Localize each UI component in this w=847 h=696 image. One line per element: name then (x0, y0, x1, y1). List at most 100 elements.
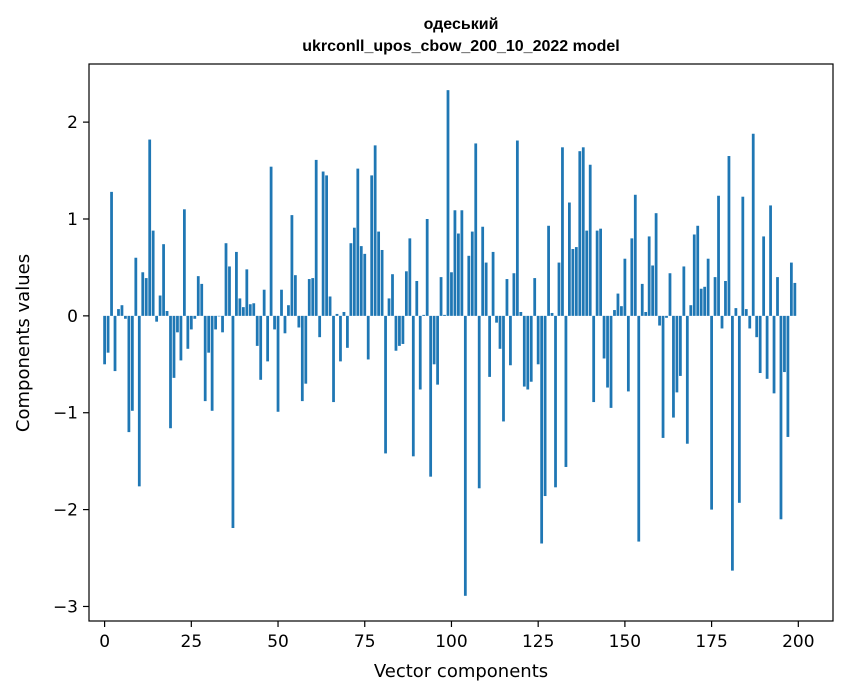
bar-component-7 (127, 315, 131, 433)
x-tick-label: 125 (522, 632, 554, 652)
x-tick-label: 0 (99, 632, 110, 652)
bar-component-74 (359, 246, 363, 316)
bar-component-136 (574, 247, 578, 316)
bar-component-143 (599, 228, 602, 316)
bar-component-183 (737, 315, 741, 503)
bar-component-139 (585, 230, 589, 316)
bar-component-104 (463, 315, 467, 596)
bar-component-170 (692, 234, 696, 316)
bar-component-53 (287, 305, 290, 316)
bar-component-18 (165, 311, 169, 316)
bar-component-63 (321, 171, 325, 316)
x-tick-label: 200 (782, 632, 814, 652)
bar-component-73 (356, 168, 360, 316)
bar-component-187 (751, 133, 755, 316)
bar-component-182 (734, 308, 738, 316)
x-tick-label: 100 (435, 632, 467, 652)
y-tick-label: −1 (53, 404, 78, 424)
x-tick-label: 50 (267, 632, 289, 652)
bar-component-47 (266, 315, 270, 362)
bar-component-89 (411, 315, 415, 457)
bar-component-176 (713, 277, 717, 316)
bar-component-86 (401, 315, 405, 344)
bar-component-59 (307, 279, 311, 316)
bar-component-180 (727, 156, 731, 316)
bar-component-152 (630, 238, 634, 316)
bar-component-124 (533, 278, 537, 316)
bar-component-43 (252, 303, 256, 316)
bar-component-126 (540, 315, 544, 544)
bar-component-147 (613, 310, 616, 316)
bar-component-121 (522, 315, 526, 387)
bar-component-178 (720, 315, 724, 329)
bar-component-55 (293, 275, 297, 316)
y-tick-label: −3 (53, 597, 78, 617)
bar-component-11 (141, 272, 145, 316)
bar-component-194 (776, 277, 779, 316)
bar-component-116 (505, 279, 509, 316)
bar-component-99 (446, 90, 450, 316)
bar-component-25 (189, 315, 193, 330)
bar-component-70 (346, 315, 349, 348)
bar-component-15 (155, 315, 159, 322)
bar-component-190 (762, 236, 766, 316)
bar-component-128 (547, 225, 550, 316)
bar-component-92 (422, 314, 426, 316)
bar-component-109 (481, 226, 485, 316)
bar-component-173 (703, 286, 707, 316)
bar-component-10 (137, 315, 141, 487)
bar-component-140 (588, 164, 592, 316)
bar-component-158 (651, 265, 655, 316)
bar-component-171 (696, 225, 700, 316)
bar-component-137 (578, 151, 582, 316)
bar-component-37 (231, 315, 235, 529)
x-tick-label: 75 (354, 632, 376, 652)
bar-component-65 (328, 296, 332, 316)
bar-component-172 (699, 288, 703, 316)
bar-component-48 (269, 166, 273, 316)
bar-component-151 (626, 315, 630, 392)
bar-component-156 (644, 311, 648, 316)
bar-component-82 (387, 298, 391, 316)
bar-component-28 (200, 283, 204, 316)
bar-component-129 (550, 312, 554, 316)
bar-component-2 (110, 191, 113, 316)
y-tick-label: 1 (67, 210, 78, 230)
bar-component-179 (724, 280, 727, 316)
bar-component-160 (658, 315, 661, 326)
bar-component-177 (717, 195, 720, 316)
plot-area-frame (88, 63, 834, 622)
bar-component-51 (280, 289, 283, 316)
bar-component-106 (470, 231, 474, 316)
bar-component-12 (144, 278, 148, 316)
bar-component-13 (148, 139, 152, 316)
bar-component-154 (637, 315, 641, 542)
bar-component-138 (581, 147, 585, 316)
bar-component-72 (352, 227, 356, 316)
bar-component-71 (349, 243, 353, 316)
bar-component-85 (398, 315, 401, 346)
bar-component-52 (283, 315, 287, 334)
bar-component-100 (450, 272, 453, 316)
y-tick-label: −2 (53, 501, 78, 521)
bar-component-111 (488, 315, 492, 377)
bar-component-6 (124, 315, 127, 319)
bar-component-181 (731, 315, 734, 571)
bar-component-142 (595, 230, 599, 316)
chart-title-line1: одеський (424, 16, 499, 33)
bar-component-148 (616, 293, 620, 316)
bar-component-36 (228, 266, 231, 316)
bar-component-107 (474, 143, 478, 316)
x-axis-label: Vector components (374, 661, 548, 682)
bar-component-168 (685, 315, 689, 444)
bar-component-189 (758, 315, 762, 374)
bar-component-115 (502, 315, 505, 422)
bar-component-83 (391, 274, 394, 316)
bar-component-191 (765, 315, 769, 379)
bar-component-80 (380, 249, 384, 316)
bar-component-17 (162, 244, 165, 316)
bar-component-45 (259, 315, 263, 380)
bar-component-163 (668, 273, 672, 316)
bar-component-192 (769, 205, 772, 316)
bar-component-184 (741, 196, 745, 316)
